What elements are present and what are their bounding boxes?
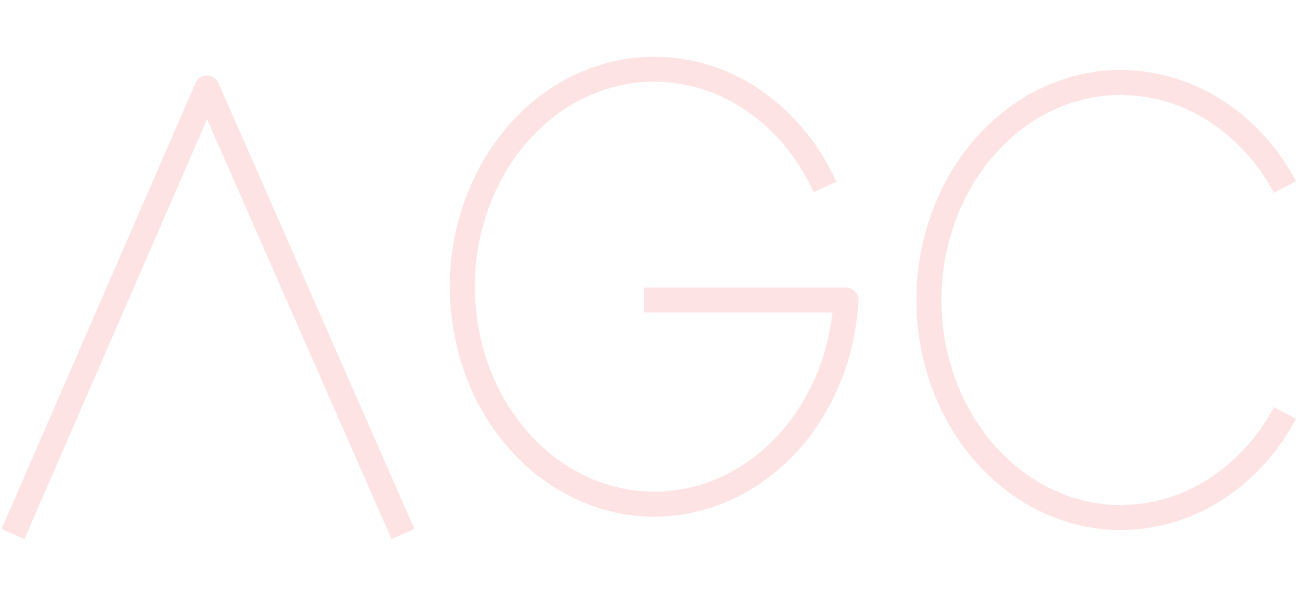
glyph-a — [1, 75, 415, 540]
logo-glyphs — [1, 56, 1296, 540]
glyph-g — [449, 56, 859, 517]
glyph-c — [916, 70, 1296, 530]
